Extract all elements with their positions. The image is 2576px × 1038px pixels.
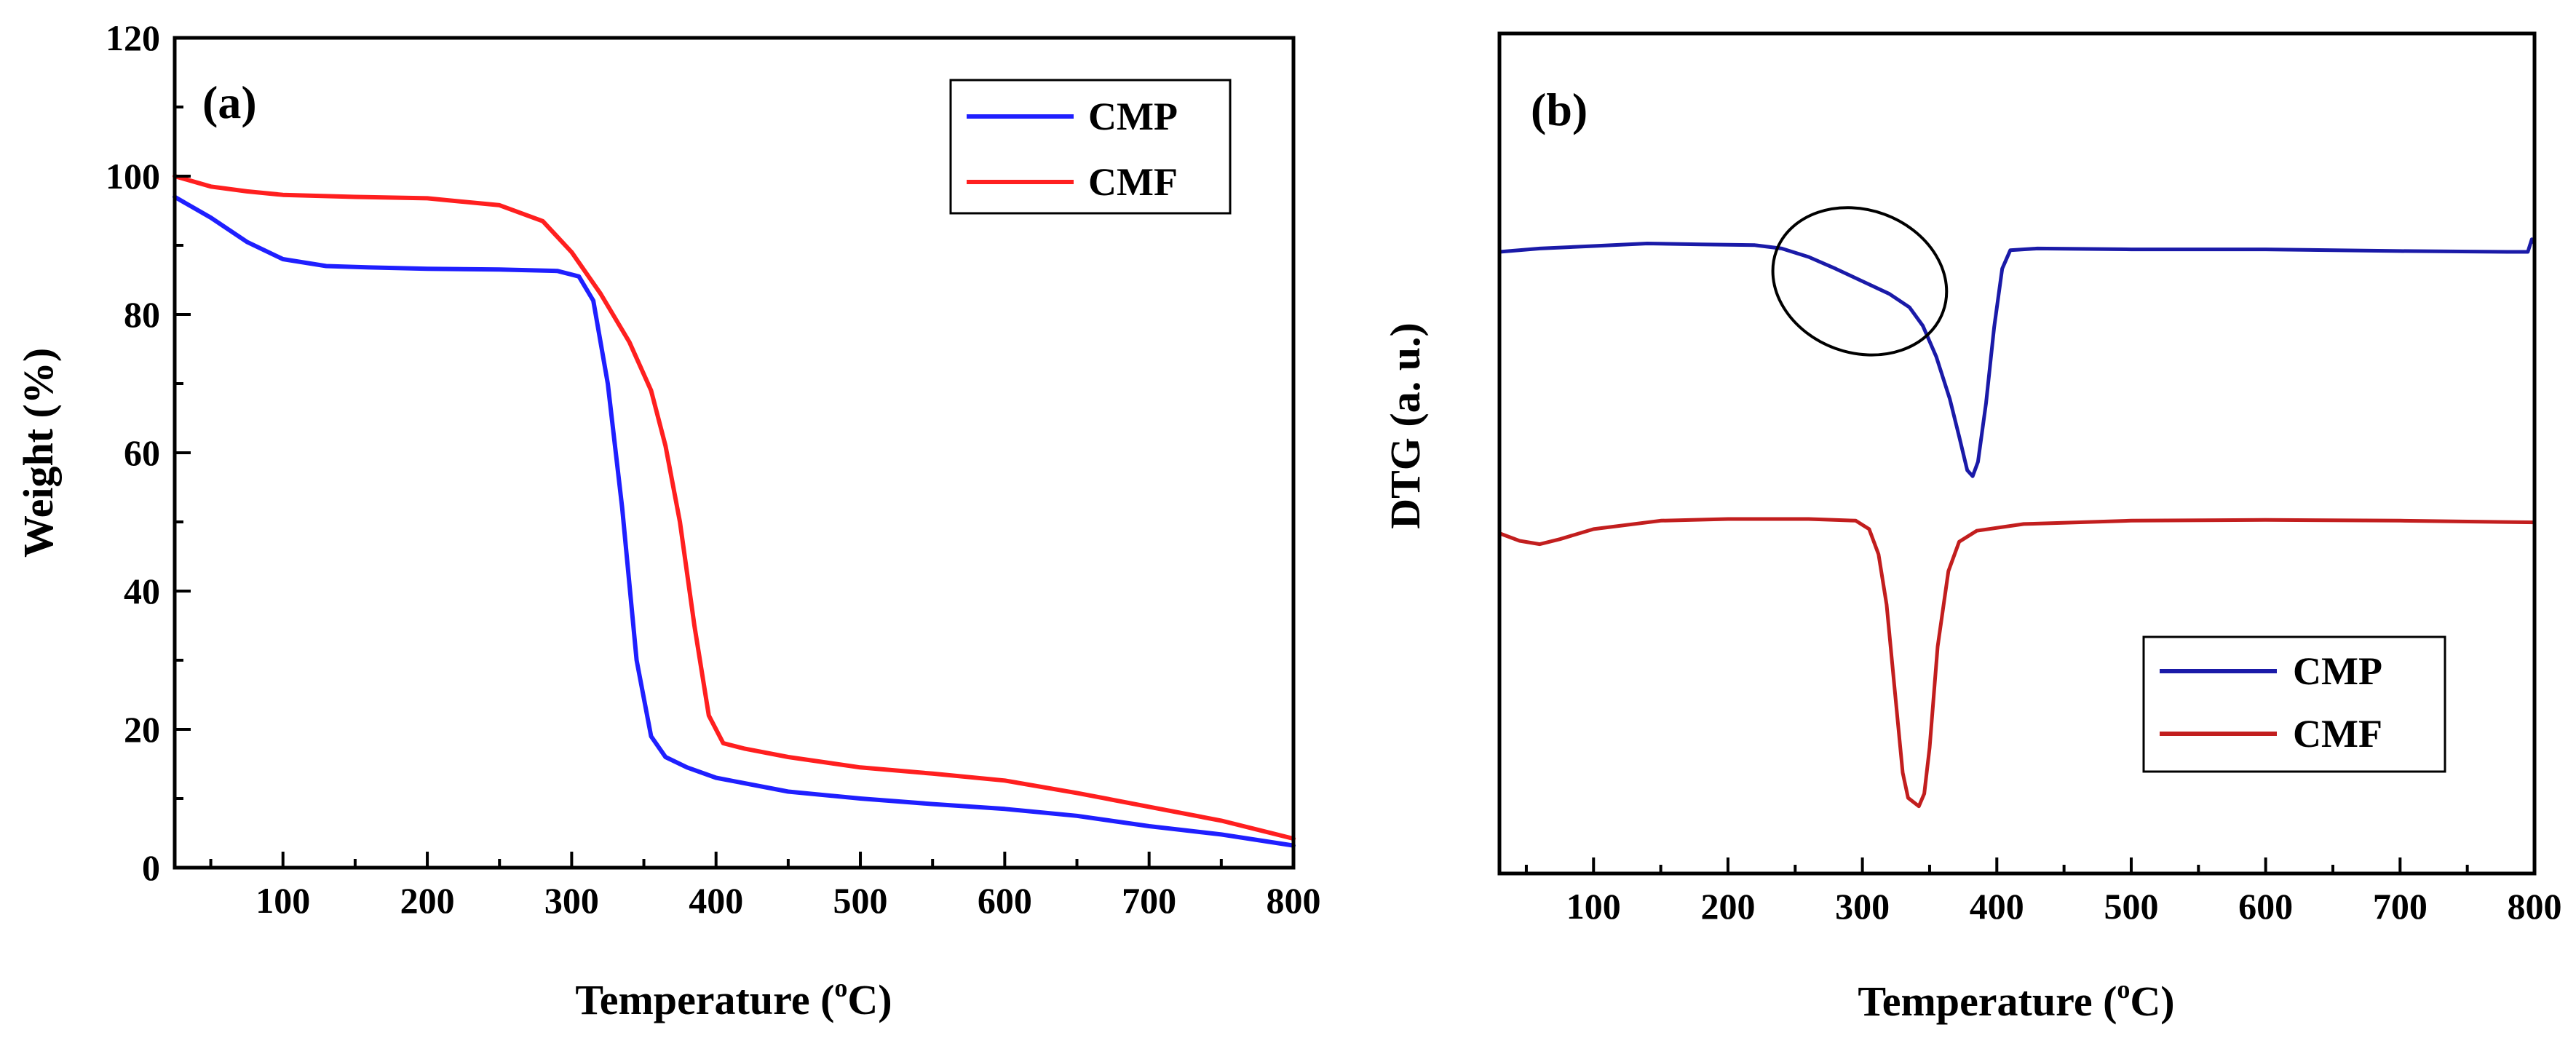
panel-label-a: (a) bbox=[202, 76, 257, 128]
series-line-cmp-b bbox=[1497, 237, 2537, 478]
plot-area-b bbox=[1497, 237, 2537, 809]
y-tick-label-40-a: 40 bbox=[124, 571, 160, 611]
dtg-chart-panel: 100 200 300 400 500 600 700 800 (b) Temperature… bbox=[1382, 31, 2562, 1025]
legend-label-cmp-b: CMP bbox=[2293, 649, 2382, 693]
y-axis-title-a: Weight (%) bbox=[15, 348, 62, 558]
y-tick-label-20-a: 20 bbox=[124, 709, 160, 750]
x-tick-label-700-b: 700 bbox=[2373, 886, 2428, 927]
x-tick-label-700-a: 700 bbox=[1122, 880, 1176, 921]
legend-a: CMP CMF bbox=[949, 79, 1232, 215]
series-line-cmp-a bbox=[173, 194, 1296, 848]
axis-ticks-b: 100 200 300 400 500 600 700 800 bbox=[1524, 857, 2562, 927]
y-axis-title-b: DTG (a. u.) bbox=[1382, 322, 1429, 529]
axis-ticks-a: 100 200 300 400 500 600 700 800 0 20 40 60 80 100 120 bbox=[106, 17, 1321, 921]
x-tick-label-400-b: 400 bbox=[1970, 886, 2024, 927]
legend-b: CMP CMF bbox=[2142, 635, 2446, 773]
x-tick-label-800-b: 800 bbox=[2508, 886, 2562, 927]
x-tick-label-800-a: 800 bbox=[1267, 880, 1321, 921]
legend-box-b bbox=[2142, 635, 2446, 773]
legend-box-a bbox=[949, 79, 1232, 215]
x-tick-label-100-b: 100 bbox=[1566, 886, 1621, 927]
x-tick-label-300-a: 300 bbox=[544, 880, 599, 921]
y-tick-label-80-a: 80 bbox=[124, 294, 160, 335]
legend-label-cmf-b: CMF bbox=[2293, 712, 2382, 756]
x-tick-label-200-b: 200 bbox=[1700, 886, 1755, 927]
tga-chart-panel: 100 200 300 400 500 600 700 800020406080100120 … bbox=[15, 17, 1321, 1023]
y-tick-label-100-a: 100 bbox=[106, 156, 160, 197]
x-tick-label-400-a: 400 bbox=[689, 880, 743, 921]
x-tick-label-600-a: 600 bbox=[978, 880, 1032, 921]
x-axis-title-b: Temperature (oC) bbox=[1858, 975, 2174, 1025]
x-axis-title-a: Temperature (oC) bbox=[575, 973, 892, 1023]
y-tick-label-120-a: 120 bbox=[106, 17, 160, 58]
series-line-cmf-a bbox=[173, 174, 1296, 841]
x-tick-label-500-b: 500 bbox=[2104, 886, 2158, 927]
x-tick-label-600-b: 600 bbox=[2238, 886, 2293, 927]
annotation-ellipse-0 bbox=[1771, 206, 1949, 357]
x-tick-label-300-b: 300 bbox=[1835, 886, 1890, 927]
legend-label-cmp-a: CMP bbox=[1088, 95, 1178, 138]
x-tick-label-100-a: 100 bbox=[255, 880, 310, 921]
annotation-layer-b bbox=[1771, 206, 1949, 357]
plot-frame-b bbox=[1497, 31, 2537, 876]
series-line-cmf-b bbox=[1497, 517, 2537, 809]
x-tick-label-500-a: 500 bbox=[833, 880, 888, 921]
y-tick-label-0-a: 0 bbox=[142, 847, 160, 888]
plot-area-a bbox=[173, 174, 1296, 848]
y-tick-label-60-a: 60 bbox=[124, 432, 160, 473]
legend-label-cmf-a: CMF bbox=[1088, 160, 1178, 204]
x-tick-label-200-a: 200 bbox=[400, 880, 455, 921]
panel-label-b: (b) bbox=[1531, 84, 1588, 135]
